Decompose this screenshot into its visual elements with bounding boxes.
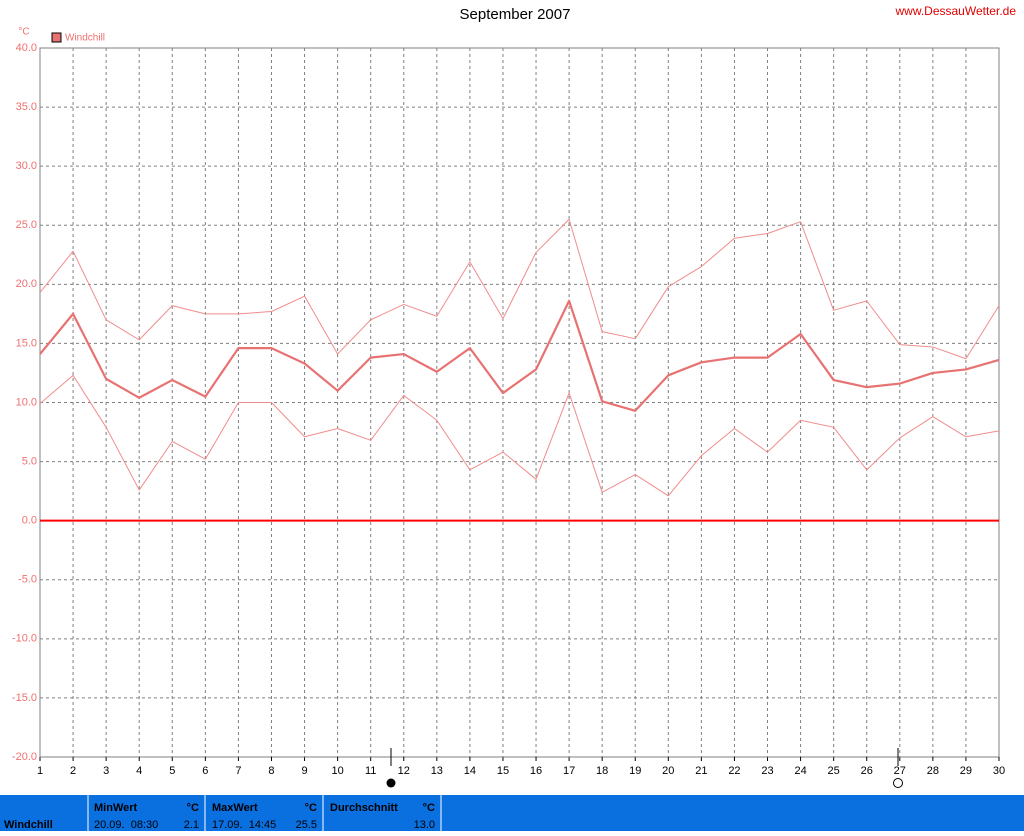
stats-title: MinWert [94, 802, 138, 814]
full-moon-icon [386, 778, 396, 788]
stats-when: 20.09. 08:30 [94, 819, 158, 831]
x-tick-label: 18 [596, 765, 608, 777]
y-tick-label: 0.0 [22, 515, 37, 527]
series-line [39, 218, 1000, 360]
y-tick-label: 20.0 [16, 278, 37, 290]
y-tick-label: 35.0 [16, 101, 37, 113]
y-tick-label: -15.0 [12, 692, 37, 704]
y-tick-label: 40.0 [16, 42, 37, 54]
new-moon-icon [893, 778, 903, 788]
plot: 1 2 3 4 5 6 7 8 9 10 11 12 13 14 15 16 17 18 19 20 21 22 23 24 2… [12, 32, 1005, 777]
x-tick-label: 28 [927, 765, 939, 777]
x-tick-label: 21 [695, 765, 707, 777]
stats-unit: °C [305, 802, 317, 814]
x-tick-label: 2 [70, 765, 76, 777]
x-tick-label: 1 [37, 765, 43, 777]
legend-swatch [51, 32, 62, 43]
legend-label: Windchill [65, 33, 105, 44]
x-tick-label: 15 [497, 765, 509, 777]
x-tick-label: 27 [894, 765, 906, 777]
plot-frame [39, 47, 1000, 758]
stats-when: 17.09. 14:45 [212, 819, 276, 831]
x-tick-label: 12 [398, 765, 410, 777]
stats-value: 2.1 [184, 819, 199, 831]
x-tick-label: 19 [629, 765, 641, 777]
y-tick-label: -20.0 [12, 751, 37, 763]
x-tick-label: 3 [103, 765, 109, 777]
series-line [39, 299, 1000, 412]
x-tick-label: 17 [563, 765, 575, 777]
series-line [39, 374, 1000, 497]
source: www.DessauWetter.de [895, 4, 1017, 18]
stats-unit: °C [423, 802, 435, 814]
x-tick-label: 24 [794, 765, 806, 777]
stats-label: Windchill [4, 819, 53, 831]
stats-bar [0, 795, 1024, 831]
x-tick-label: 22 [728, 765, 740, 777]
stats-value: 13.0 [414, 819, 435, 831]
x-tick-label: 25 [828, 765, 840, 777]
stats-title: Durchschnitt [330, 802, 398, 814]
y-tick-label: 5.0 [22, 455, 37, 467]
stats-unit: °C [187, 802, 199, 814]
x-tick-label: 11 [365, 765, 376, 777]
x-tick-label: 4 [136, 765, 142, 777]
stats-value: 25.5 [296, 819, 317, 831]
y-tick-label: 25.0 [16, 219, 37, 231]
y-tick-label: -10.0 [12, 633, 37, 645]
x-tick-label: 5 [169, 765, 175, 777]
x-tick-label: 10 [331, 765, 343, 777]
unit-label: °C [18, 27, 29, 38]
x-tick-label: 13 [431, 765, 443, 777]
y-tick-label: 10.0 [16, 396, 37, 408]
x-tick-label: 6 [202, 765, 208, 777]
x-tick-label: 20 [662, 765, 674, 777]
stats-title: MaxWert [212, 802, 258, 814]
y-tick-label: -5.0 [18, 574, 37, 586]
x-tick-label: 26 [861, 765, 873, 777]
x-tick-label: 30 [993, 765, 1005, 777]
x-tick-label: 14 [464, 765, 476, 777]
x-tick-label: 9 [301, 765, 307, 777]
x-tick-label: 7 [235, 765, 241, 777]
y-tick-label: 30.0 [16, 160, 37, 172]
y-tick-label: 15.0 [16, 337, 37, 349]
x-tick-label: 16 [530, 765, 542, 777]
chart-title: September 2007 [460, 6, 571, 23]
x-tick-label: 29 [960, 765, 972, 777]
x-tick-label: 8 [268, 765, 274, 777]
x-tick-label: 23 [761, 765, 773, 777]
